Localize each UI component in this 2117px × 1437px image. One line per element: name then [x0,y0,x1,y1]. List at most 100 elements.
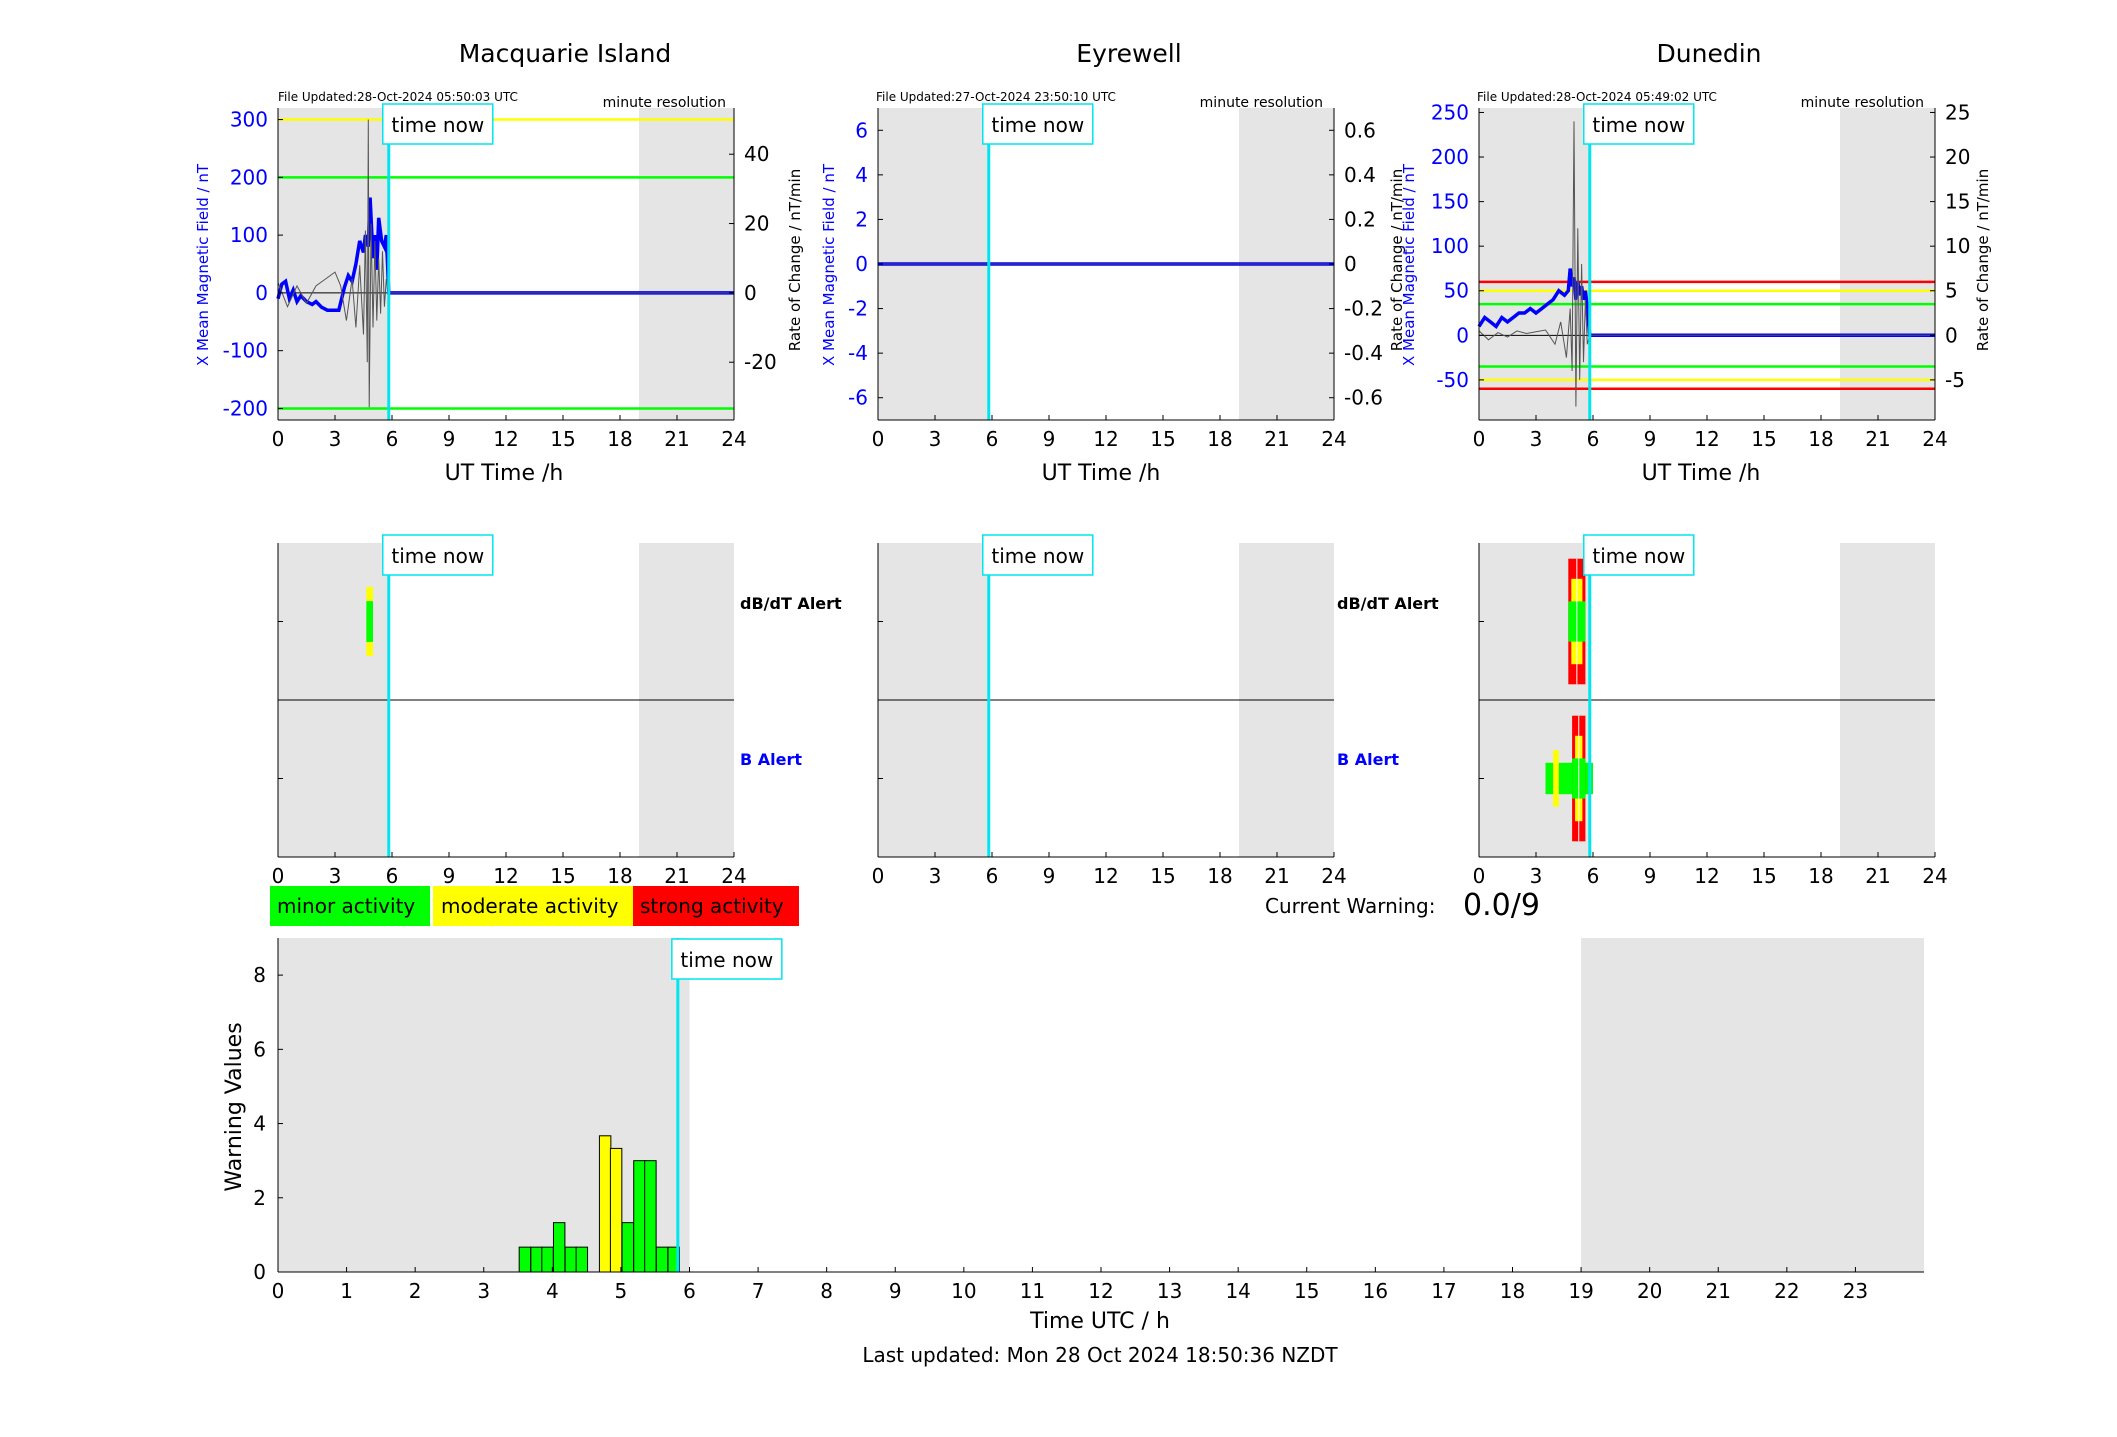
warning-ylabel: Warning Values [222,1022,247,1191]
warning-y-tick-label: 4 [253,1112,266,1136]
alert-x-tick-label: 6 [986,864,999,888]
warning-x-tick-label: 9 [889,1279,902,1303]
legend-strong-swatch [633,886,799,926]
alert-x-tick-label: 21 [664,864,689,888]
alert-x-tick-label: 18 [607,864,632,888]
alert-x-tick-label: 24 [1321,864,1346,888]
warning-bar [633,1160,646,1273]
legend-moderate-swatch [433,886,633,926]
xlabel-dunedin: UT Time /h [1642,461,1761,486]
left-axis-label-dunedin: X Mean Magnetic Field / nT [1400,163,1418,366]
left-tick-label: 100 [1431,234,1469,258]
alert-panel-macquarie: 0 3 6 9 12 15 18 21 24 [272,543,747,888]
x-tick-label: 9 [1043,427,1056,451]
right-tick-label: 10 [1945,234,1970,258]
file-updated-dunedin: File Updated:28-Oct-2024 05:49:02 UTC [1477,90,1717,104]
x-tick-label: 12 [1694,427,1719,451]
warning-x-tick-label: 23 [1843,1279,1868,1303]
dbdt-alert-label-1: dB/dT Alert [740,594,842,613]
x-tick-label: 9 [443,427,456,451]
legend-minor-label: minor activity [277,894,415,918]
right-tick-label: 0 [1945,323,1958,347]
right-tick-label: 0.6 [1344,118,1376,142]
x-tick-label: 18 [1207,427,1232,451]
time-now-macquarie-label: time now [391,113,484,137]
dbdt-alert-label-2: dB/dT Alert [1337,594,1439,613]
resolution-dunedin: minute resolution [1801,95,1924,111]
x-tick-label: 9 [1644,427,1657,451]
x-tick-label: 6 [1587,427,1600,451]
alert-time-now-dunedin-label: time now [1592,544,1685,568]
xlabel-macquarie: UT Time /h [445,461,564,486]
warning-x-tick-label: 12 [1088,1279,1113,1303]
warning-x-tick-label: 20 [1637,1279,1662,1303]
alert-x-tick-label: 12 [1093,864,1118,888]
left-tick-label: 0 [855,252,868,276]
x-tick-label: 12 [1093,427,1118,451]
left-axis-label-eyrewell: X Mean Magnetic Field / nT [820,163,838,366]
right-tick-label: 15 [1945,190,1970,214]
legend-minor-swatch [270,886,430,926]
right-tick-label: 20 [744,212,769,236]
legend-moderate-label: moderate activity [441,894,619,918]
left-tick-label: 150 [1431,190,1469,214]
warning-night-shade-0 [278,938,690,1272]
alert-x-tick-label: 9 [443,864,456,888]
left-tick-label: 100 [230,223,268,247]
warning-bar [564,1246,578,1273]
warning-bar [598,1135,612,1273]
left-tick-label: 2 [855,207,868,231]
alert-panel-dunedin: 0 3 6 9 12 15 18 21 24 [1473,543,1948,888]
left-tick-label: 4 [855,163,868,187]
warning-y-tick-label: 0 [253,1260,266,1284]
warning-x-tick-label: 3 [477,1279,490,1303]
warning-bar [609,1147,623,1273]
left-tick-label: -6 [848,386,868,410]
last-updated-footer: Last updated: Mon 28 Oct 2024 18:50:36 N… [862,1343,1338,1367]
warning-night-shade-1 [1581,938,1924,1272]
x-tick-label: 18 [1808,427,1833,451]
left-tick-label: 200 [230,165,268,189]
warning-x-tick-label: 15 [1294,1279,1319,1303]
current-warning-label: Current Warning: [1265,894,1435,918]
alert-time-now-macquarie-label: time now [391,544,484,568]
right-tick-label: 5 [1945,279,1958,303]
alert-x-tick-label: 21 [1264,864,1289,888]
alert-x-tick-label: 3 [1530,864,1543,888]
warning-x-tick-label: 6 [683,1279,696,1303]
alert-block-minor [366,601,373,642]
warning-xlabel: Time UTC / h [1029,1309,1170,1334]
roc-series-macquarie [277,119,734,408]
alert-x-tick-label: 15 [1751,864,1776,888]
alert-time-now-macquarie-box [382,534,494,576]
x-tick-label: 24 [1922,427,1947,451]
legend-strong-label: strong activity [640,894,784,918]
alert-x-tick-label: 6 [1587,864,1600,888]
warning-x-tick-label: 21 [1706,1279,1731,1303]
left-tick-label: 250 [1431,100,1469,124]
right-tick-label: 0 [1344,252,1357,276]
time-now-dunedin-box [1583,103,1695,145]
warning-x-tick-label: 1 [340,1279,353,1303]
alert-x-tick-label: 3 [929,864,942,888]
alert-x-tick-label: 18 [1808,864,1833,888]
left-tick-label: 300 [230,108,268,132]
right-tick-label: 0 [744,281,757,305]
left-tick-label: -50 [1436,368,1469,392]
night-shade-dunedin-0 [1479,108,1590,420]
alert-x-tick-label: 24 [1922,864,1947,888]
left-tick-label: -4 [848,341,868,365]
warning-y-tick-label: 6 [253,1037,266,1061]
warning-x-tick-label: 10 [951,1279,976,1303]
station-title-dunedin: Dunedin [1657,39,1762,68]
warning-bar [518,1246,532,1273]
right-tick-label: 0.4 [1344,163,1376,187]
x-tick-label: 21 [1264,427,1289,451]
right-tick-label: -20 [744,350,777,374]
x-tick-label: 18 [607,427,632,451]
warning-x-tick-label: 5 [615,1279,628,1303]
warning-x-tick-label: 7 [752,1279,765,1303]
station-title-eyrewell: Eyrewell [1076,39,1181,68]
